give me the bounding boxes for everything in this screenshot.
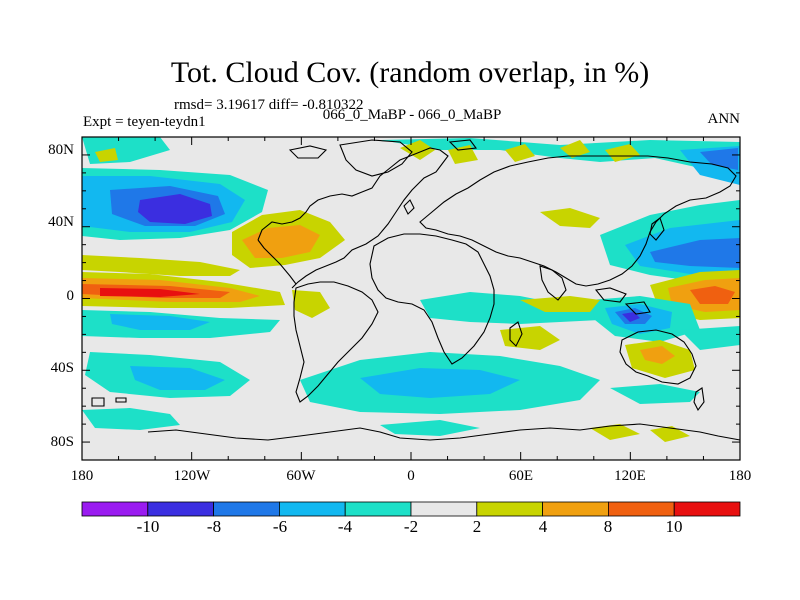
coastline-australia: [619, 329, 697, 385]
y-axis: 80N 40N 0 40S 80S: [48, 142, 74, 450]
y-tick-label: 80N: [48, 142, 74, 158]
antarctic-band: [380, 420, 480, 436]
north-america-positive: [242, 225, 320, 258]
indian-ocean-negative: [420, 292, 600, 324]
colorbar-label: 2: [473, 517, 482, 536]
y-tick-label: 80S: [51, 434, 74, 450]
x-tick-label: 60W: [286, 468, 316, 484]
colorbar-swatch: [213, 501, 280, 517]
coastline-india: [539, 265, 567, 301]
arctic-dark: [700, 148, 738, 170]
colorbar-label: -8: [207, 517, 221, 536]
colorbar-label: 8: [604, 517, 613, 536]
southern-pacific-negative: [130, 366, 225, 390]
mideast-positive: [540, 208, 600, 228]
stats-line: rmsd= 3.19617 diff= -0.810322: [174, 97, 364, 113]
colorbar-label: 10: [666, 517, 683, 536]
x-tick-label: 180: [729, 468, 752, 484]
x-tick-label: 0: [407, 468, 415, 484]
axis-ticks: [81, 136, 741, 461]
colorbar-label: 4: [539, 517, 548, 536]
case-label: 066_0_MaBP - 066_0_MaBP: [323, 107, 502, 123]
colorbar-swatch: [542, 501, 609, 517]
map-area: [82, 137, 740, 460]
colorbar-swatch: [410, 501, 478, 517]
colorbar-swatch: [344, 501, 412, 517]
coastline-arctic-islands: [288, 139, 478, 159]
coastline-south-america: [293, 281, 379, 403]
antarctic-band: [82, 408, 180, 430]
western-pacific-core: [690, 286, 735, 304]
coastlines: [91, 139, 741, 441]
x-tick-label: 60E: [509, 468, 533, 484]
coastline-small-islands: [91, 397, 127, 407]
colorbar-label: -4: [338, 517, 353, 536]
coastline-eurasia: [419, 155, 737, 287]
coastline-central-america: [257, 239, 297, 285]
arctic-yellow: [95, 148, 118, 162]
arctic-yellow: [505, 144, 535, 162]
colorbar-labels: -10 -8 -6 -4 -2 2 4 8 10: [137, 517, 683, 536]
coastline-madagascar: [509, 321, 523, 347]
coastline-uk: [403, 199, 415, 215]
arctic-yellow: [605, 144, 640, 162]
arctic-yellow: [400, 140, 435, 160]
x-tick-label: 120W: [174, 468, 212, 484]
x-tick-label: 180: [71, 468, 94, 484]
coastline-new-zealand: [693, 387, 705, 412]
colorbar-label: -6: [273, 517, 287, 536]
arctic-yellow: [560, 140, 590, 158]
antarctic-yellow: [650, 426, 690, 442]
coastline-greenland: [339, 139, 413, 177]
colorbar-label: -2: [404, 517, 418, 536]
coastline-japan: [649, 217, 665, 241]
antarctic-yellow: [590, 424, 640, 440]
y-tick-label: 0: [67, 288, 75, 304]
colorbar-swatch: [476, 501, 543, 517]
season-label: ANN: [708, 111, 741, 127]
colorbar: [81, 501, 741, 517]
pacific-east-positive: [82, 255, 240, 276]
southern-ocean-negative: [360, 368, 520, 398]
colorbar-swatch: [147, 501, 215, 517]
coastline-north-america: [257, 147, 449, 289]
colorbar-swatch: [673, 501, 741, 517]
colorbar-label: -10: [137, 517, 160, 536]
coastline-africa: [369, 233, 495, 365]
indian-positive: [500, 326, 560, 350]
colorbar-swatch: [608, 501, 675, 517]
expt-label: Expt = teyen-teydn1: [83, 114, 206, 130]
australia-orange: [640, 346, 675, 364]
south-tropical-negative: [110, 314, 210, 330]
y-tick-label: 40N: [48, 214, 74, 230]
chart-title: Tot. Cloud Cov. (random overlap, in %): [171, 56, 649, 89]
south-atlantic-positive: [520, 296, 600, 312]
tropical-pacific-core: [100, 288, 200, 297]
north-pacific-core: [138, 194, 212, 224]
nw-pacific-negative: [650, 238, 740, 268]
maritime-deep: [622, 312, 640, 322]
arctic-yellow: [448, 145, 478, 164]
southern-east-negative: [610, 384, 700, 404]
colorbar-swatch: [81, 501, 149, 517]
se-pacific-negative: [680, 326, 740, 350]
x-tick-label: 120E: [614, 468, 646, 484]
x-axis: 180 120W 60W 0 60E 120E 180: [71, 468, 752, 484]
south-america-positive: [292, 290, 330, 318]
coastline-antarctica: [147, 423, 741, 441]
y-tick-label: 40S: [51, 360, 74, 376]
coastline-indonesia: [594, 287, 651, 315]
colorbar-swatch: [278, 501, 346, 517]
